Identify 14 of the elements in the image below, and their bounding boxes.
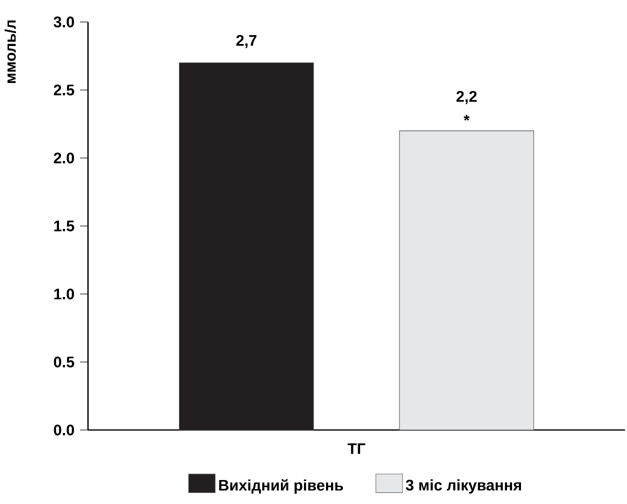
y-tick-label: 2.0 bbox=[54, 152, 74, 164]
y-tick-label: 0.0 bbox=[54, 424, 74, 436]
annotation: * bbox=[464, 114, 470, 121]
y-tick-label: 2.5 bbox=[54, 84, 74, 96]
y-tick-label: 0.5 bbox=[54, 356, 74, 368]
data-label: 2,2 bbox=[456, 91, 477, 104]
y-tick-label: 3.0 bbox=[54, 16, 74, 28]
legend-label: Вихідний рівень bbox=[219, 479, 343, 494]
y-axis-title: ммоль/л bbox=[4, 20, 16, 83]
x-tick-label: ТГ bbox=[348, 443, 366, 454]
data-label: 2,7 bbox=[236, 35, 256, 48]
y-tick-label: 1.5 bbox=[54, 220, 74, 232]
legend-label: 3 міс лікування bbox=[406, 479, 522, 494]
y-tick-label: 1.0 bbox=[54, 288, 74, 300]
